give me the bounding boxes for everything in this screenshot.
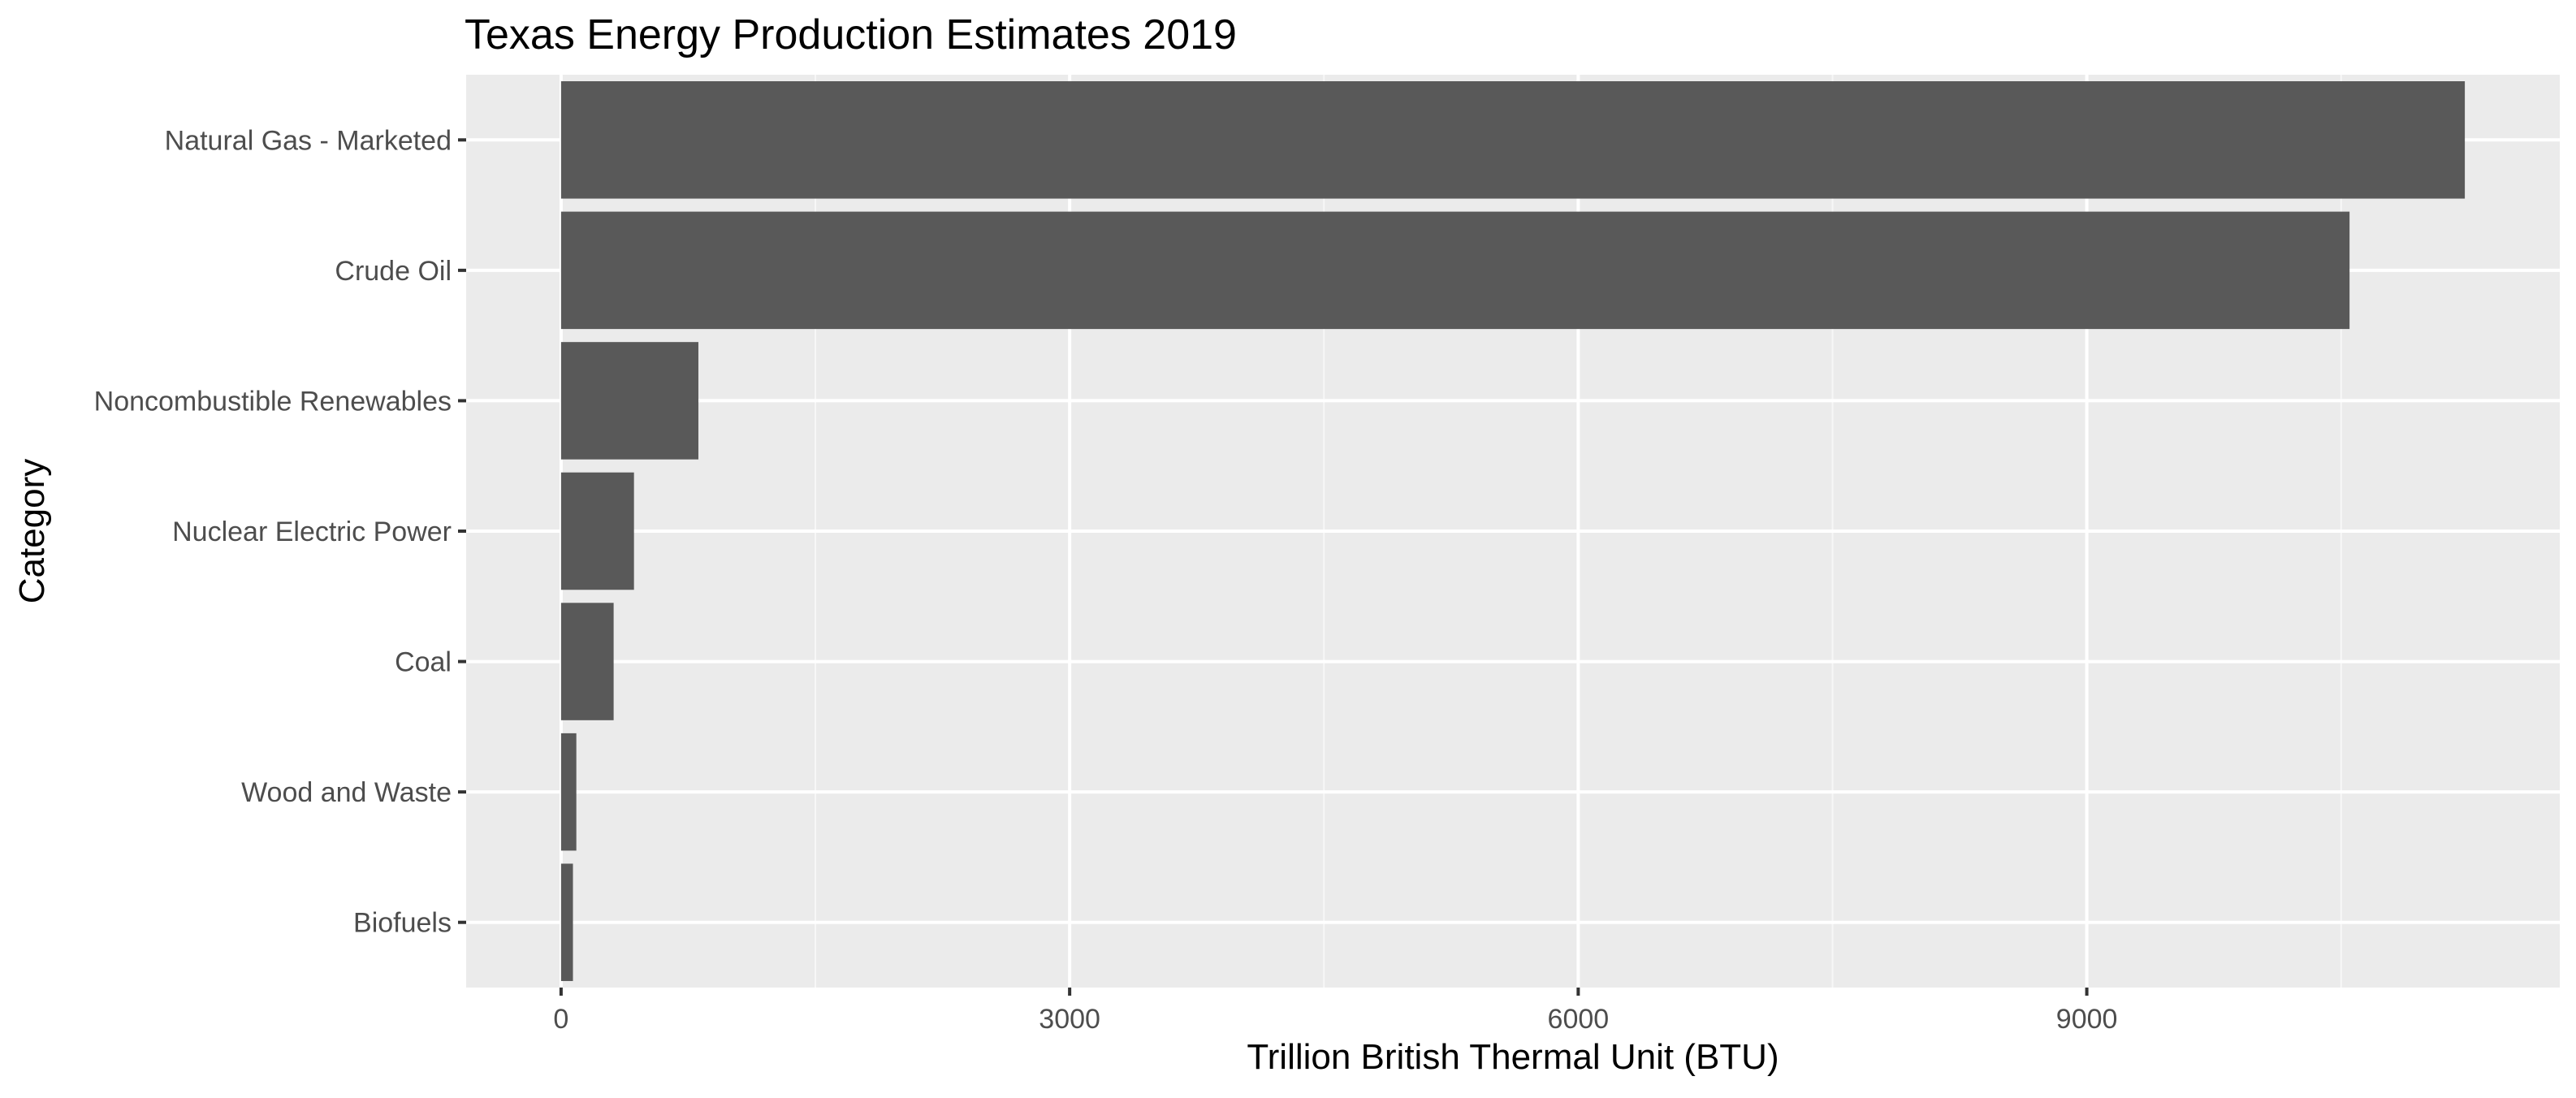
- y-tick-label-5: Wood and Waste: [241, 777, 452, 808]
- y-tick-label-4: Coal: [395, 647, 452, 678]
- y-tick-label-1: Crude Oil: [335, 256, 452, 287]
- y-axis-title: Category: [12, 459, 52, 604]
- x-tick-label-3: 9000: [2056, 1004, 2118, 1035]
- y-axis: Natural Gas - Marketed Crude Oil Noncombus…: [94, 125, 466, 939]
- bar-4: [560, 603, 614, 720]
- bar-3: [560, 472, 634, 590]
- y-tick-label-3: Nuclear Electric Power: [172, 517, 452, 547]
- chart-title: Texas Energy Production Estimates 2019: [465, 11, 1237, 58]
- y-tick-label-0: Natural Gas - Marketed: [165, 125, 452, 156]
- bar-1: [560, 211, 2350, 330]
- x-axis: 0 3000 6000 9000: [553, 988, 2117, 1035]
- bar-5: [560, 733, 577, 851]
- bar-2: [560, 342, 698, 460]
- x-tick-label-2: 6000: [1548, 1004, 1610, 1035]
- bar-6: [560, 863, 573, 981]
- x-tick-label-0: 0: [553, 1004, 568, 1035]
- x-axis-title: Trillion British Thermal Unit (BTU): [1247, 1037, 1779, 1077]
- y-tick-label-6: Biofuels: [353, 908, 452, 939]
- y-tick-label-2: Noncombustible Renewables: [94, 386, 452, 417]
- bars: [560, 81, 2466, 981]
- bar-0: [560, 81, 2466, 199]
- x-tick-label-1: 3000: [1039, 1004, 1100, 1035]
